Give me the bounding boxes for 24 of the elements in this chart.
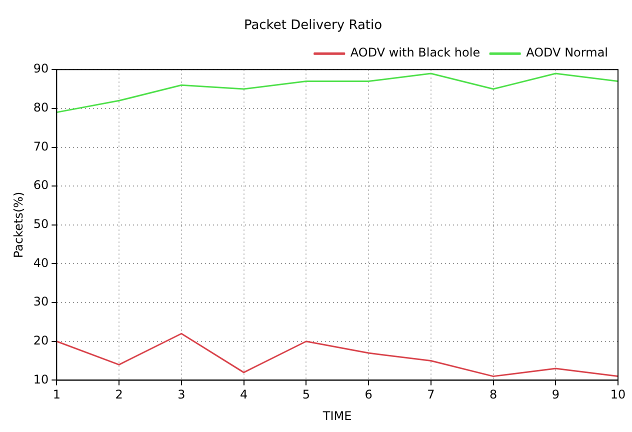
x-tick-label: 9 — [552, 388, 560, 402]
chart-title: Packet Delivery Ratio — [244, 18, 382, 34]
y-tick-label: 30 — [33, 294, 49, 309]
legend-label: AODV with Black hole — [350, 46, 480, 60]
y-tick-label: 60 — [33, 178, 49, 192]
x-tick-label: 1 — [52, 388, 60, 402]
x-tick-label: 6 — [364, 388, 372, 402]
legend-label: AODV Normal — [526, 46, 608, 60]
x-tick-label: 10 — [610, 388, 626, 402]
y-tick-label: 80 — [33, 100, 49, 115]
x-tick-label: 2 — [115, 388, 123, 402]
x-tick-label: 7 — [427, 388, 435, 402]
x-axis-title: TIME — [322, 408, 352, 423]
x-tick-label: 4 — [240, 388, 248, 402]
x-tick-label: 8 — [489, 388, 498, 402]
x-tick-label: 3 — [178, 388, 186, 402]
y-tick-label: 70 — [33, 139, 49, 154]
y-tick-label: 20 — [33, 334, 49, 348]
y-tick-label: 50 — [33, 217, 49, 232]
y-tick-label: 40 — [33, 256, 49, 270]
x-tick-label: 5 — [302, 388, 310, 402]
y-axis-title: Packets(%) — [11, 192, 26, 258]
y-tick-label: 90 — [33, 62, 49, 76]
y-tick-label: 10 — [33, 372, 49, 386]
